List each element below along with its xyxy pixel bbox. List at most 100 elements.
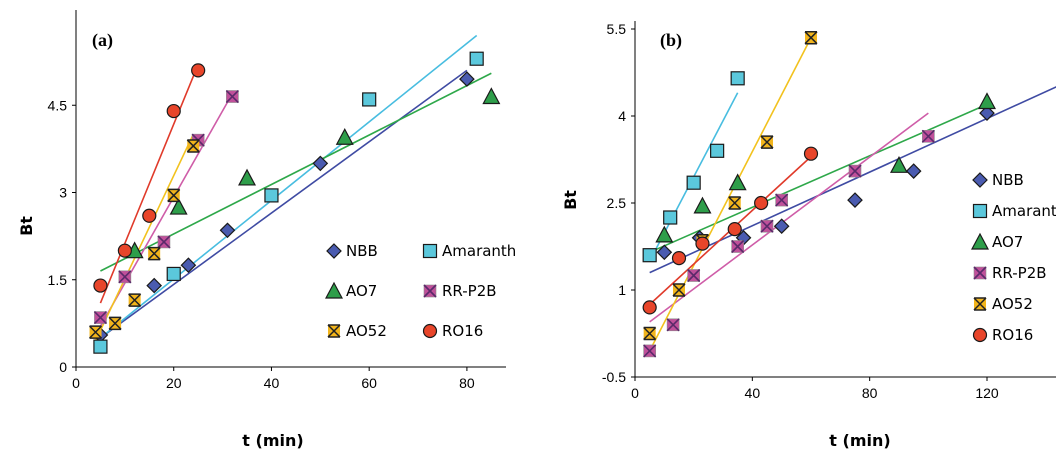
panel-b-legend-label-amaranth: Amaranth bbox=[992, 202, 1056, 220]
panel-a-legend-item-ao7: AO7 bbox=[325, 281, 377, 300]
panel-a-legend-marker-ro16 bbox=[422, 323, 438, 339]
panel-b-ao52-point bbox=[643, 326, 657, 341]
panel-b-axes: 0 40 80 120 -0.5 1 2.5 4 5.5 bbox=[602, 21, 1056, 401]
panel-b-legend-item-rr-p2b: RR-P2B bbox=[973, 264, 1047, 282]
panel-b-legend-item-amaranth: Amaranth bbox=[972, 202, 1056, 220]
panel-b-ao7-trendline bbox=[649, 103, 988, 254]
panel-a-legend-item-amaranth: Amaranth bbox=[422, 242, 516, 260]
panel-b-y-tick-label: 4 bbox=[618, 108, 626, 124]
panel-b-ao52-point bbox=[804, 30, 818, 45]
panel-a-ao7-point bbox=[169, 197, 188, 215]
panel-b-ao7-point bbox=[693, 196, 712, 214]
panel-a-amaranth-point bbox=[469, 51, 484, 66]
panel-a-x-tick-label: 20 bbox=[166, 375, 182, 391]
panel-b-ro16-point bbox=[803, 146, 819, 161]
panel-b-rr-p2b-point bbox=[760, 219, 774, 233]
panel-a-ro16-point bbox=[93, 278, 108, 293]
panel-a: (a) 0 20 40 60 80 0 1.5 3 4.5 NBB Amaranth AO7 RR-P… bbox=[17, 10, 516, 450]
panel-a-ao52-point bbox=[128, 293, 142, 307]
panel-b-ro16-point bbox=[671, 251, 687, 266]
panel-a-legend-label-rr-p2b: RR-P2B bbox=[442, 282, 497, 300]
panel-b-nbb-point bbox=[905, 163, 922, 179]
panel-a-amaranth-point bbox=[264, 188, 279, 203]
panel-a-legend-marker-ao52 bbox=[327, 324, 341, 338]
panel-b-x-axis-title: t (min) bbox=[829, 431, 890, 450]
panel-b-ao7-point bbox=[655, 225, 674, 243]
panel-a-legend-label-nbb: NBB bbox=[346, 242, 378, 260]
panel-a-amaranth-point bbox=[362, 92, 377, 107]
panel-a-legend-item-rr-p2b: RR-P2B bbox=[423, 282, 497, 300]
panel-a-ao7-point bbox=[238, 168, 257, 186]
panel-b-rr-p2b-point bbox=[848, 164, 862, 178]
panel-b-legend-label-ao52: AO52 bbox=[992, 295, 1033, 313]
panel-b-legend-marker-ro16 bbox=[972, 327, 988, 343]
panel-b-amaranth-point bbox=[663, 210, 678, 225]
panel-b-ao52-point bbox=[672, 283, 686, 297]
panel-a-ro16-point bbox=[117, 243, 132, 258]
panel-b-rr-p2b-point bbox=[687, 268, 701, 283]
panel-a-x-tick-label: 40 bbox=[264, 375, 280, 391]
panel-b-label: (b) bbox=[660, 30, 682, 51]
panel-a-legend-item-ao52: AO52 bbox=[327, 322, 387, 340]
panel-a-ao52-point bbox=[147, 246, 161, 261]
panel-b-rr-p2b-point bbox=[666, 318, 680, 332]
panel-a-legend-marker-rr-p2b bbox=[423, 284, 437, 298]
panel-b-y-tick-label: 2.5 bbox=[607, 195, 627, 211]
panel-a-ao52-point bbox=[89, 325, 103, 339]
panel-b-rr-p2b-point bbox=[731, 239, 745, 254]
panel-a-ao52-point bbox=[108, 316, 122, 331]
panel-a-ao52-point bbox=[167, 188, 181, 203]
panel-a-x-axis-title: t (min) bbox=[242, 431, 303, 450]
panel-b-rr-p2b-point bbox=[921, 129, 935, 143]
panel-a-nbb-trendline bbox=[99, 69, 468, 339]
panel-b-x-tick-label: 40 bbox=[745, 385, 761, 401]
panel-b-legend-marker-ao52 bbox=[973, 297, 987, 311]
panel-b-legend-marker-rr-p2b bbox=[973, 266, 987, 280]
panel-b-nbb-point bbox=[979, 105, 995, 121]
panel-b-legend-item-ao7: AO7 bbox=[971, 232, 1023, 251]
panel-b-ao52-point bbox=[760, 135, 774, 149]
panel-b-legend-item-ro16: RO16 bbox=[972, 326, 1033, 344]
panel-a-label: (a) bbox=[92, 30, 113, 51]
panel-b-nbb-point bbox=[656, 244, 673, 261]
panel-a-axes: 0 20 40 60 80 0 1.5 3 4.5 bbox=[48, 10, 506, 391]
panel-b-x-tick-label: 0 bbox=[631, 385, 639, 401]
panel-b-legend: NBB Amaranth AO7 RR-P2B AO52 RO16 bbox=[971, 171, 1056, 344]
panel-b-legend-label-rr-p2b: RR-P2B bbox=[992, 264, 1047, 282]
panel-b-ao52-point bbox=[728, 196, 742, 210]
panel-b-ro16-point bbox=[754, 195, 769, 211]
panel-a-ao52-point bbox=[186, 139, 200, 153]
panel-b-ro16-point bbox=[727, 222, 742, 237]
panel-b-y-tick-label: 5.5 bbox=[607, 21, 627, 37]
panel-b-ao7-point bbox=[728, 173, 747, 191]
panel-b-legend-label-nbb: NBB bbox=[992, 171, 1024, 189]
panel-a-rr-p2b-point bbox=[225, 89, 239, 104]
panel-a-y-tick-label: 0 bbox=[59, 359, 67, 375]
panel-a-nbb-point bbox=[146, 277, 163, 294]
panel-b-amaranth-point bbox=[710, 143, 725, 158]
panel-b-rr-p2b-point bbox=[775, 193, 789, 207]
panel-b-y-tick-label: 1 bbox=[618, 282, 626, 298]
panel-a-nbb-point bbox=[180, 257, 197, 274]
panel-a-amaranth-point bbox=[166, 266, 181, 282]
panel-a-legend-label-ao7: AO7 bbox=[346, 282, 377, 300]
panel-a-y-axis-title: Bt bbox=[17, 216, 36, 236]
panel-b-fit-lines bbox=[648, 37, 1056, 352]
panel-a-ao7-point bbox=[482, 87, 501, 105]
panel-b-ao52-trendline bbox=[648, 37, 812, 352]
panel-b-y-axis-title: Bt bbox=[561, 190, 580, 210]
panel-a-legend: NBB Amaranth AO7 RR-P2B AO52 RO16 bbox=[325, 242, 516, 340]
panel-b-amaranth-point bbox=[730, 71, 745, 86]
panel-a-y-tick-label: 4.5 bbox=[48, 97, 68, 113]
panel-a-ao52-trendline bbox=[94, 133, 194, 342]
panel-a-x-tick-label: 60 bbox=[361, 375, 377, 391]
panel-b-x-tick-label: 80 bbox=[862, 385, 878, 401]
panel-b-ao7-point bbox=[978, 92, 996, 110]
panel-b-legend-label-ao7: AO7 bbox=[992, 233, 1023, 251]
panel-a-nbb-point bbox=[459, 71, 475, 87]
panel-a-legend-marker-ao7 bbox=[325, 281, 343, 299]
panel-a-ro16-point bbox=[191, 63, 206, 78]
panel-a-rr-p2b-point bbox=[157, 235, 171, 249]
panel-a-legend-marker-amaranth bbox=[422, 243, 438, 259]
panel-a-amaranth-point bbox=[93, 339, 108, 354]
